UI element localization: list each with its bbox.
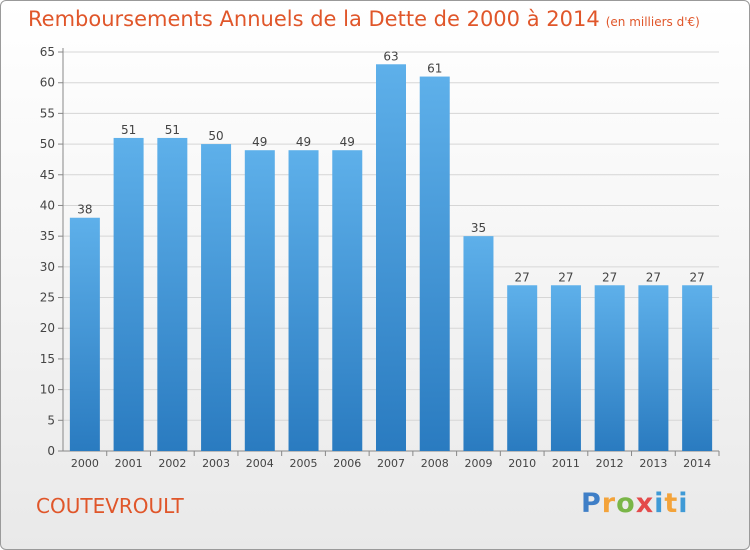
y-tick-label: 50 [40,137,55,151]
chart-title-text: Remboursements Annuels de la Dette de 20… [28,7,600,31]
y-tick-label: 15 [40,352,55,366]
data-label-2002: 51 [165,123,180,137]
y-tick-label: 25 [40,291,55,305]
y-tick-label: 65 [40,45,55,59]
x-tick-label-2003: 2003 [202,457,230,470]
x-tick-label-2010: 2010 [508,457,536,470]
data-label-2010: 27 [515,270,530,284]
y-tick-label: 55 [40,106,55,120]
x-tick-label-2012: 2012 [596,457,624,470]
x-tick-label-2004: 2004 [246,457,274,470]
data-label-2014: 27 [689,270,704,284]
y-tick-label: 60 [40,76,55,90]
axes: 0 5 10 15 20 25 30 35 40 45 50 55 60 65 2000 2001 2002 20… [40,45,720,470]
bar-2007 [376,64,406,452]
bar-2008 [419,76,450,452]
data-label-2004: 49 [252,135,267,149]
x-tick-label-2002: 2002 [158,457,186,470]
bar-2004 [244,150,275,451]
data-labels: 38 51 51 50 49 49 49 63 61 35 27 27 27 27 27 [77,49,705,284]
bar-2010 [507,285,538,451]
bars [69,64,713,452]
x-tick-label-2011: 2011 [552,457,580,470]
y-tick-label: 30 [40,260,55,274]
data-label-2013: 27 [646,270,661,284]
y-tick-label: 0 [47,444,55,458]
chart-unit-label: (en milliers d'€) [605,15,700,29]
commune-name: COUTEVROULT [36,494,184,518]
x-tick-label-2009: 2009 [464,457,492,470]
bar-2009 [463,236,494,451]
bar-2011 [550,285,581,451]
y-tick-label: 20 [40,321,55,335]
data-label-2003: 50 [208,129,223,143]
y-tick-label: 35 [40,229,55,243]
data-label-2007: 63 [383,49,398,63]
data-label-2009: 35 [471,221,486,235]
data-label-2001: 51 [121,123,136,137]
data-label-2005: 49 [296,135,311,149]
bar-2006 [332,150,363,451]
x-tick-label-2007: 2007 [377,457,405,470]
x-tick-label-2014: 2014 [683,457,711,470]
x-tick-label-2000: 2000 [71,457,99,470]
y-tick-label: 40 [40,198,55,212]
y-tick-label: 5 [47,413,55,427]
y-tick-label: 45 [40,168,55,182]
data-label-2006: 49 [340,135,355,149]
x-tick-label-2005: 2005 [290,457,318,470]
data-label-2000: 38 [77,203,92,217]
bar-2003 [201,144,232,452]
bar-2013 [638,285,669,451]
bar-2014 [682,285,713,451]
x-tick-label-2006: 2006 [333,457,361,470]
bar-2005 [288,150,319,451]
x-tick-label-2001: 2001 [115,457,143,470]
chart-title: Remboursements Annuels de la Dette de 20… [28,7,700,31]
x-tick-label-2013: 2013 [639,457,667,470]
x-tick-label-2008: 2008 [421,457,449,470]
bar-2002 [157,137,188,451]
bar-2012 [594,285,625,451]
bar-2001 [113,137,144,451]
data-label-2008: 61 [427,62,442,76]
data-label-2011: 27 [558,270,573,284]
proxiti-logo: Proxiti [581,488,689,519]
y-tick-label: 10 [40,383,55,397]
bar-2000 [69,217,100,451]
data-label-2012: 27 [602,270,617,284]
